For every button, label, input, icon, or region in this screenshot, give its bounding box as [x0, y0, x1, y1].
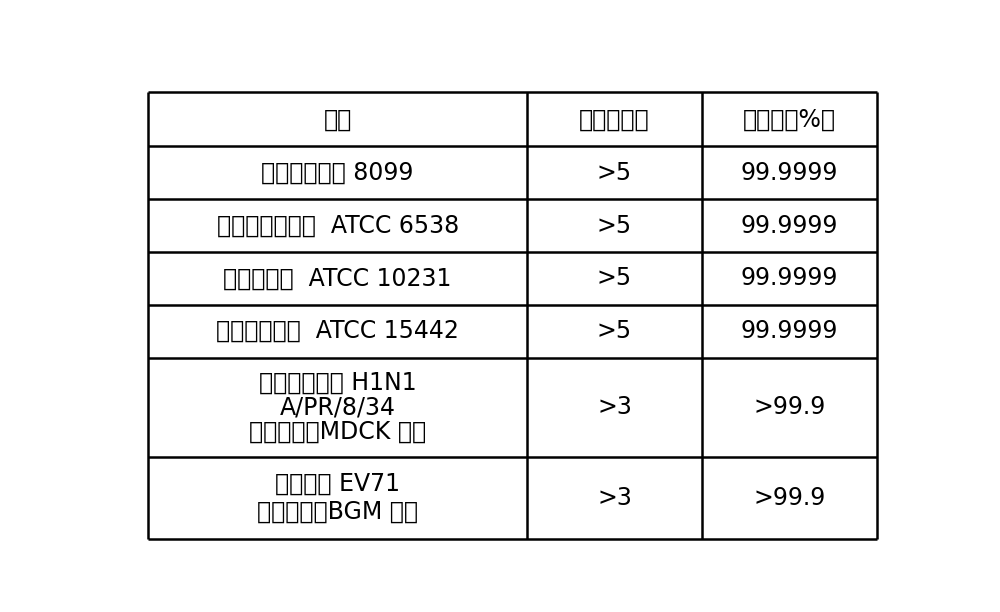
- Text: 项目: 项目: [324, 107, 352, 132]
- Text: >3: >3: [597, 395, 632, 419]
- Text: >99.9: >99.9: [753, 486, 825, 510]
- Text: >5: >5: [597, 214, 632, 237]
- Text: 大肠埃希氏菌 8099: 大肠埃希氏菌 8099: [261, 161, 414, 185]
- Text: 甲型流感病毒 H1N1: 甲型流感病毒 H1N1: [259, 370, 416, 394]
- Text: 肠道病毒 EV71: 肠道病毒 EV71: [275, 472, 400, 496]
- Text: >99.9: >99.9: [753, 395, 825, 419]
- Text: >5: >5: [597, 161, 632, 185]
- Text: 宿主名称：MDCK 细胞: 宿主名称：MDCK 细胞: [249, 420, 426, 444]
- Text: 99.9999: 99.9999: [741, 266, 838, 291]
- Text: 杀灭率（%）: 杀灭率（%）: [743, 107, 836, 132]
- Text: >3: >3: [597, 486, 632, 510]
- Text: 铜绿假单胞菌  ATCC 15442: 铜绿假单胞菌 ATCC 15442: [216, 319, 459, 343]
- Text: 99.9999: 99.9999: [741, 161, 838, 185]
- Text: >5: >5: [597, 266, 632, 291]
- Text: >5: >5: [597, 319, 632, 343]
- Text: 宿主名称：BGM 细胞: 宿主名称：BGM 细胞: [257, 499, 418, 523]
- Text: 杀灭对数值: 杀灭对数值: [579, 107, 650, 132]
- Text: 99.9999: 99.9999: [741, 319, 838, 343]
- Text: 白色念珠菌  ATCC 10231: 白色念珠菌 ATCC 10231: [223, 266, 452, 291]
- Text: A/PR/8/34: A/PR/8/34: [280, 395, 396, 419]
- Text: 99.9999: 99.9999: [741, 214, 838, 237]
- Text: 金黄色葡萄球菌  ATCC 6538: 金黄色葡萄球菌 ATCC 6538: [217, 214, 459, 237]
